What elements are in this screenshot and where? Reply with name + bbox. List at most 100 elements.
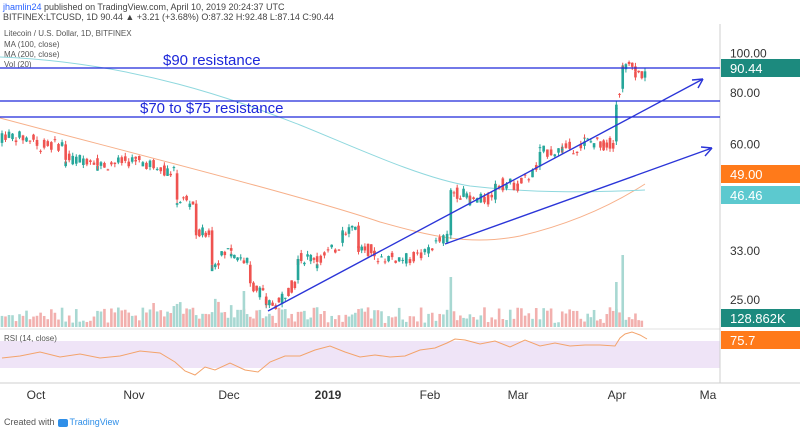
volume-bar: [608, 307, 612, 327]
volume-bar: [217, 301, 220, 327]
volume-bar: [175, 303, 179, 327]
volume-bar: [130, 315, 134, 327]
candle: [486, 191, 490, 207]
volume-bar: [516, 307, 519, 327]
candle: [627, 60, 631, 67]
candle: [182, 196, 185, 201]
volume-bar: [248, 316, 252, 327]
candle-anchor: [210, 226, 214, 269]
author-link[interactable]: jhamlin24: [3, 2, 42, 12]
candle-anchor: [516, 180, 519, 190]
candle: [380, 254, 383, 258]
volume-bar: [106, 322, 110, 327]
volume-bar: [207, 314, 211, 327]
time-tick-label: 2019: [315, 388, 342, 402]
candle: [127, 158, 131, 169]
volume-bar: [42, 315, 46, 327]
volume-bar: [462, 317, 465, 327]
volume-bar: [595, 320, 599, 327]
price-chart[interactable]: Litecoin / U.S. Dollar, 1D, BITFINEX MA …: [0, 24, 800, 409]
volume-spike: [615, 282, 618, 327]
volume-bar: [64, 321, 67, 327]
candle: [290, 280, 293, 294]
candle: [459, 195, 462, 200]
volume-bar: [568, 309, 571, 327]
volume-bar: [312, 307, 316, 327]
volume-bar: [239, 309, 243, 327]
volume-bar: [127, 312, 131, 327]
volume-bar: [82, 320, 85, 327]
volume-bar: [564, 313, 568, 327]
volume-bar: [306, 319, 309, 327]
volume-bar: [408, 316, 412, 327]
volume-bar: [201, 313, 204, 327]
ma100-legend: MA (100, close): [4, 40, 60, 49]
candle: [99, 161, 103, 170]
volume-bar: [373, 310, 376, 327]
candle: [350, 225, 354, 231]
volume-bar: [390, 317, 394, 327]
candle: [401, 257, 405, 264]
volume-bar: [255, 310, 258, 327]
volume-bar: [85, 321, 89, 327]
candle-anchor: [296, 255, 300, 284]
candle-anchor: [560, 145, 564, 154]
volume-bar: [394, 316, 397, 327]
volume-bar: [123, 309, 127, 327]
volume-bar: [416, 321, 419, 327]
candle: [452, 190, 456, 197]
volume-bar: [538, 319, 542, 327]
candle: [159, 167, 163, 174]
chart-header: jhamlin24 published on TradingView.com, …: [0, 0, 800, 24]
time-tick-label: Apr: [608, 388, 627, 402]
candle: [442, 234, 445, 246]
candle-anchor: [643, 67, 647, 82]
time-axis[interactable]: Oct Nov Dec 2019 Feb Mar Apr Ma: [27, 388, 717, 402]
candle: [376, 258, 380, 265]
candle: [261, 284, 265, 291]
volume-bar: [7, 315, 11, 327]
candle: [14, 137, 18, 146]
candle: [32, 133, 35, 142]
volume-bar: [360, 308, 363, 327]
price-axis[interactable]: 25.00 33.00 60.00 80.00 100.00: [730, 46, 767, 307]
volume-bar: [419, 307, 423, 327]
candle: [11, 133, 14, 142]
candle: [71, 152, 75, 166]
tradingview-link[interactable]: TradingView: [69, 417, 120, 427]
time-tick-label: Ma: [700, 388, 717, 402]
candle-anchor: [248, 261, 252, 287]
candle: [53, 136, 57, 143]
candle: [434, 237, 438, 244]
volume-bar: [575, 310, 579, 327]
candle: [575, 151, 579, 156]
candle: [226, 248, 230, 250]
price-pane[interactable]: [0, 24, 720, 327]
volume-bar: [572, 310, 575, 327]
volume-bars: [0, 255, 644, 327]
volume-bar: [640, 320, 644, 327]
candle: [366, 243, 370, 259]
price-tick-label: 60.00: [730, 137, 760, 151]
volume-bar: [226, 317, 230, 327]
candle: [462, 186, 465, 198]
volume-bar: [67, 315, 71, 327]
candle: [412, 251, 415, 264]
time-tick-label: Feb: [420, 388, 441, 402]
volume-bar: [624, 319, 628, 327]
ma200-line: [0, 56, 646, 193]
moving-averages: [0, 56, 646, 241]
volume-bar: [501, 319, 505, 327]
candle: [360, 244, 363, 254]
candle: [419, 249, 423, 261]
candle: [618, 93, 621, 98]
volume-bar: [380, 311, 383, 327]
volume-bar: [483, 307, 486, 327]
candle-anchor: [634, 62, 637, 75]
candle-anchor: [341, 226, 344, 247]
candle: [188, 200, 192, 210]
candle-anchor: [404, 255, 408, 263]
rsi-band: [0, 341, 720, 368]
volume-bar: [586, 313, 590, 327]
candle-anchor: [264, 293, 268, 308]
